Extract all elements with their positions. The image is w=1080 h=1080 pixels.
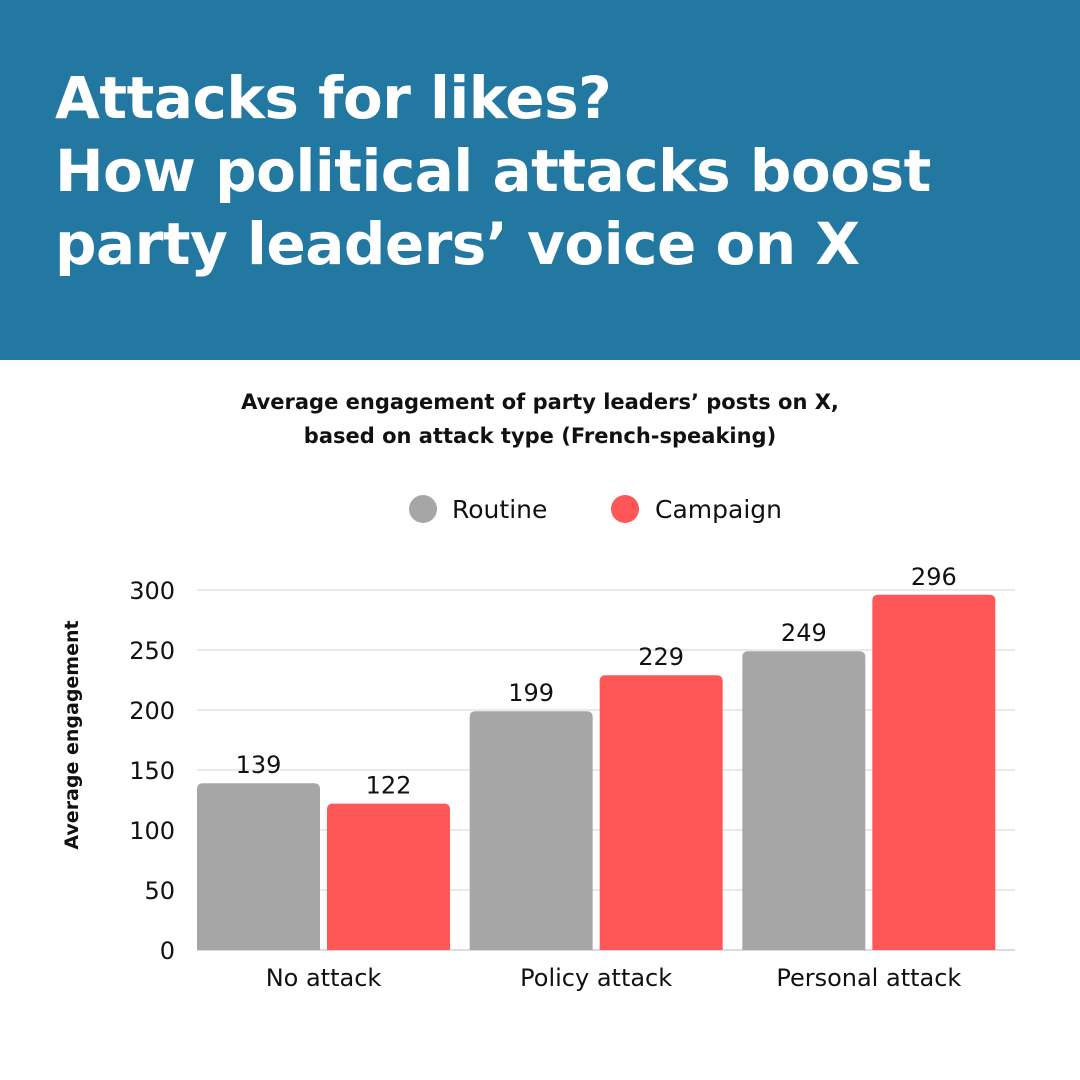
y-axis-label: Average engagement <box>61 620 83 849</box>
chart-title: Average engagement of party leaders’ pos… <box>0 385 1080 453</box>
bar-campaign <box>327 803 450 950</box>
bar-routine <box>197 783 320 950</box>
title-line-2: How political attacks boost <box>55 137 931 205</box>
legend-swatch-routine <box>409 495 437 523</box>
y-tick-label: 150 <box>129 757 175 785</box>
legend-label-routine: Routine <box>452 495 547 524</box>
bar-campaign <box>599 675 723 950</box>
data-label: 296 <box>911 563 957 591</box>
header-banner: Attacks for likes? How political attacks… <box>0 0 1080 360</box>
y-tick-label: 50 <box>144 877 175 905</box>
title-line-3: party leaders’ voice on X <box>55 210 860 278</box>
legend-swatch-campaign <box>611 495 639 523</box>
y-tick-label: 0 <box>160 937 175 965</box>
chart-title-line-2: based on attack type (French-speaking) <box>303 424 777 448</box>
x-tick-label: Personal attack <box>776 964 961 992</box>
y-tick-label: 250 <box>129 637 175 665</box>
page-title: Attacks for likes? How political attacks… <box>55 62 931 281</box>
data-label: 229 <box>638 643 684 671</box>
y-tick-label: 200 <box>129 697 175 725</box>
x-tick-label: No attack <box>266 964 382 992</box>
data-label: 199 <box>508 679 554 707</box>
bar-routine <box>742 651 866 950</box>
y-tick-label: 100 <box>129 817 175 845</box>
chart-title-line-1: Average engagement of party leaders’ pos… <box>241 390 839 414</box>
bar-routine <box>469 711 593 950</box>
data-label: 249 <box>781 619 827 647</box>
data-label: 122 <box>366 772 412 800</box>
y-tick-label: 300 <box>129 577 175 605</box>
bar-campaign <box>872 594 996 950</box>
x-tick-label: Policy attack <box>520 964 672 992</box>
title-line-1: Attacks for likes? <box>55 64 612 132</box>
data-label: 139 <box>236 751 282 779</box>
legend-label-campaign: Campaign <box>655 495 782 524</box>
